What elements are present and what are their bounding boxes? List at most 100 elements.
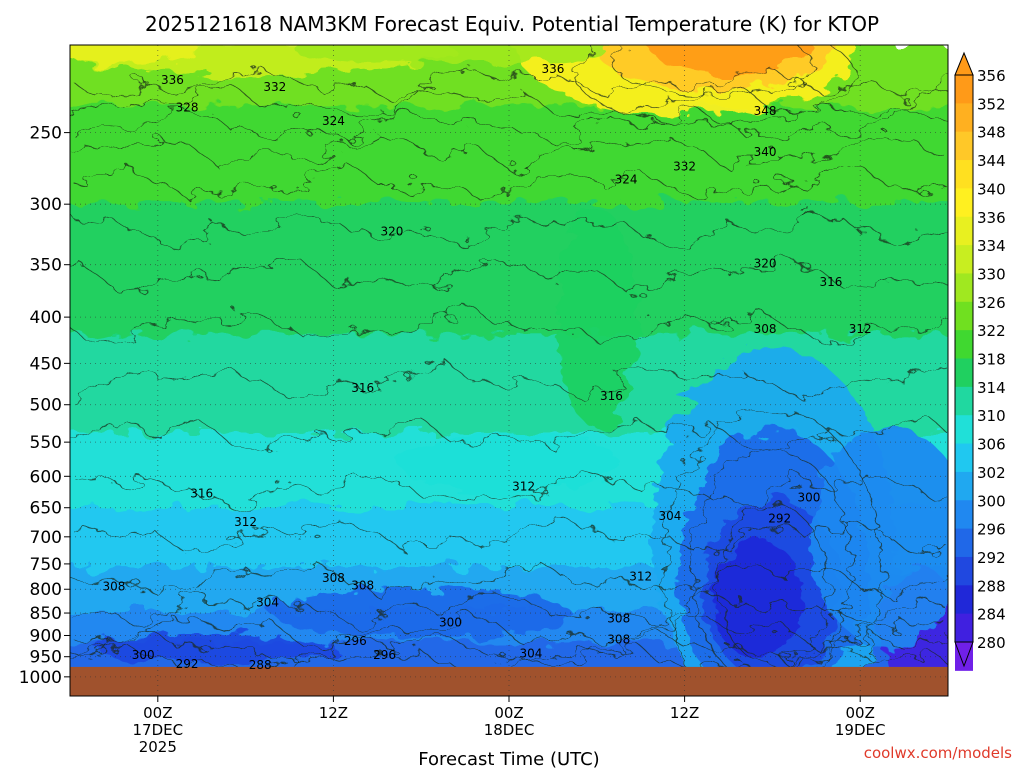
contour-label: 308 [754, 322, 777, 336]
contour-line [70, 519, 948, 556]
colorbar: 356 352 348 344 340 336 334 330 326 322 318 314 310 3… [954, 51, 1006, 671]
colorbar-swatch [955, 330, 973, 359]
contour-line [70, 133, 948, 170]
colorbar-swatch [955, 273, 973, 303]
colorbar-swatch [955, 131, 973, 161]
colorbar-top-arrow [954, 51, 974, 76]
grid-lines [70, 45, 948, 696]
contour-line [70, 470, 948, 506]
contour-ring [661, 408, 883, 696]
contour-label: 320 [380, 225, 403, 239]
contour-label: 308 [607, 612, 630, 626]
y-tick-label: 350 [30, 256, 62, 276]
field-band [70, 106, 948, 207]
contour-label: 304 [256, 595, 279, 609]
x-tick-label: 12Z [670, 704, 699, 722]
contour-label: 316 [600, 389, 623, 403]
contour-label: 348 [754, 104, 777, 118]
y-tick-label: 750 [30, 555, 62, 575]
field-blob [70, 45, 194, 65]
x-tick-label: 00Z [494, 704, 523, 722]
contour-label: 308 [607, 633, 630, 647]
colorbar-swatch [955, 358, 973, 388]
contour-label: 312 [849, 322, 872, 336]
colorbar-label: 326 [977, 294, 1006, 312]
contour-label: 332 [673, 160, 696, 174]
contour-label: 324 [615, 172, 638, 186]
colorbar-swatch [955, 160, 973, 189]
y-tick-label: 950 [30, 648, 62, 668]
colorbar-swatch [955, 75, 973, 104]
colorbar-label: 330 [977, 265, 1006, 283]
colorbar-label: 322 [977, 322, 1006, 340]
field-blob [648, 45, 809, 73]
contour-line [70, 417, 948, 453]
colorbar-swatch [955, 471, 973, 501]
ground-layer [70, 666, 948, 696]
contour-line [70, 214, 948, 249]
colorbar-swatch [955, 216, 973, 246]
contour-line [70, 592, 948, 627]
contour-label: 304 [659, 509, 682, 523]
y-axis: 2503003504004505005506006507007508008509… [19, 124, 70, 688]
colorbar-swatch [955, 500, 973, 530]
contour-label: 308 [322, 571, 345, 585]
contour-label: 336 [161, 73, 184, 87]
colorbar-frame [954, 74, 974, 643]
contour-label: 332 [263, 80, 286, 94]
field-blob [809, 426, 948, 647]
x-tick-label: 00Z [143, 704, 172, 722]
y-tick-label: 650 [30, 499, 62, 519]
colorbar-label: 288 [977, 577, 1006, 595]
colorbar-swatch [955, 188, 973, 218]
field-blob [712, 538, 803, 659]
colorbar-label: 296 [977, 521, 1006, 539]
contour-label: 288 [249, 658, 272, 672]
colorbar-swatch [955, 585, 973, 615]
colorbar-label: 310 [977, 407, 1006, 425]
x-tick-label: 17DEC [133, 721, 184, 739]
contour-line [70, 306, 948, 343]
contour-label: 328 [176, 101, 199, 115]
ground-fill [70, 666, 948, 696]
contour-label: 336 [541, 62, 564, 76]
x-tick-label: 19DEC [835, 721, 886, 739]
y-tick-label: 1000 [19, 668, 62, 688]
field-blob [271, 588, 572, 639]
x-tick-label: 2025 [139, 738, 177, 756]
contour-line [70, 163, 948, 202]
y-tick-label: 550 [30, 433, 62, 453]
contour-labels: 336 332 336 328 324 348 340 332 324 320 320 316 308 3… [102, 62, 871, 672]
contour-label: 300 [439, 615, 462, 629]
contour-label: 292 [176, 657, 199, 671]
contour-label: 320 [754, 256, 777, 270]
contour-label: 316 [351, 381, 374, 395]
y-tick-label: 250 [30, 124, 62, 144]
colorbar-label: 302 [977, 464, 1006, 482]
x-tick-label: 18DEC [484, 721, 535, 739]
colorbar-label: 352 [977, 95, 1006, 113]
contour-line [70, 559, 948, 598]
contour-label: 296 [344, 634, 367, 648]
y-tick-label: 400 [30, 308, 62, 328]
contour-label: 304 [519, 647, 542, 661]
colorbar-label: 284 [977, 606, 1006, 624]
colorbar-label: 306 [977, 436, 1006, 454]
chart-title: 2025121618 NAM3KM Forecast Equiv. Potent… [145, 12, 879, 36]
x-tick-label: 00Z [846, 704, 875, 722]
y-tick-label: 800 [30, 580, 62, 600]
field-blob [96, 634, 337, 663]
colorbar-label: 336 [977, 209, 1006, 227]
contour-label: 312 [629, 569, 652, 583]
y-tick-label: 900 [30, 626, 62, 646]
field-blob [556, 207, 637, 428]
contour-label: 308 [351, 578, 374, 592]
colorbar-label: 318 [977, 351, 1006, 369]
contour-ring [573, 45, 855, 124]
contour-label: 312 [234, 515, 257, 529]
colorbar-swatch [955, 415, 973, 445]
colorbar-label: 348 [977, 124, 1006, 142]
colorbar-swatch [955, 556, 973, 586]
